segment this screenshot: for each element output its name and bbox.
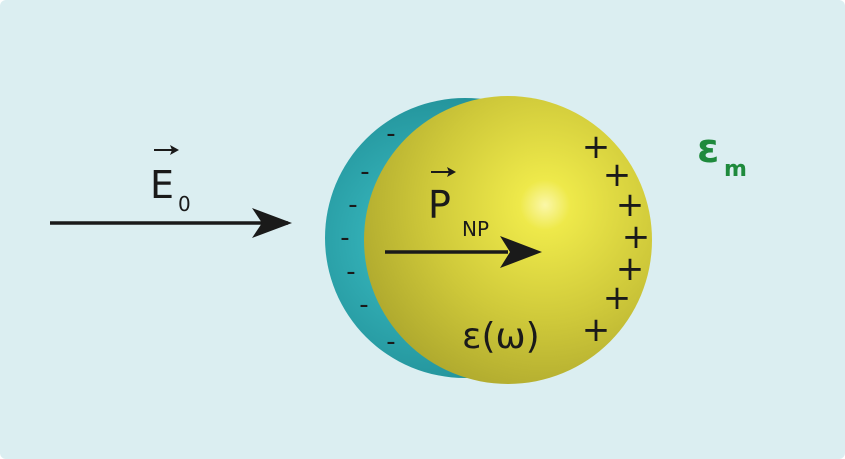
polarization-subscript: NP [462,217,489,241]
negative-charge-sign: - [386,119,395,149]
incident-field-arrowhead [252,208,292,238]
negative-charge-sign: - [359,290,368,320]
positive-charge-sign: + [582,127,611,167]
medium-permittivity-symbol: ε [697,126,719,172]
medium-permittivity: ε m [697,126,747,182]
negative-charge-sign: - [348,190,357,220]
negative-charge-sign: - [386,327,395,357]
particle-permittivity-label: ε(ω) [462,316,540,357]
field-subscript: 0 [178,192,191,216]
negative-charge-sign: - [346,257,355,287]
field-vector-arrow-icon [154,145,179,155]
positive-charge-sign: + [603,155,632,195]
positive-charge-sign: + [582,310,611,350]
positive-charge-sign: + [603,278,632,318]
polarization-arrowhead [500,236,542,268]
negative-charge-sign: - [360,157,369,187]
positive-charge-sign: + [622,217,651,257]
medium-permittivity-subscript: m [724,157,747,182]
polarization-vector: P NP [385,167,542,268]
positive-charge-sign: + [616,185,645,225]
field-symbol: E [150,163,174,207]
negative-charge-sign: - [340,223,349,253]
polarization-vector-arrow-icon [431,167,456,177]
positive-charges: +++++++ [582,127,651,350]
negative-charges: ------- [340,119,395,357]
incident-field: E 0 [50,145,292,238]
positive-charge-sign: + [616,249,645,289]
polarization-symbol: P [428,183,451,227]
